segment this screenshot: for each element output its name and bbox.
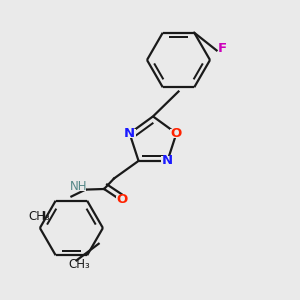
FancyBboxPatch shape (161, 156, 173, 166)
FancyBboxPatch shape (124, 129, 136, 138)
Text: O: O (171, 127, 182, 140)
Text: NH: NH (70, 179, 87, 193)
Text: N: N (162, 154, 173, 167)
FancyBboxPatch shape (170, 129, 182, 138)
Text: O: O (116, 193, 128, 206)
Text: F: F (218, 41, 226, 55)
FancyBboxPatch shape (116, 196, 128, 205)
Text: N: N (124, 127, 135, 140)
FancyBboxPatch shape (71, 182, 86, 190)
Text: CH₃: CH₃ (69, 257, 90, 271)
Text: CH₃: CH₃ (29, 210, 50, 223)
